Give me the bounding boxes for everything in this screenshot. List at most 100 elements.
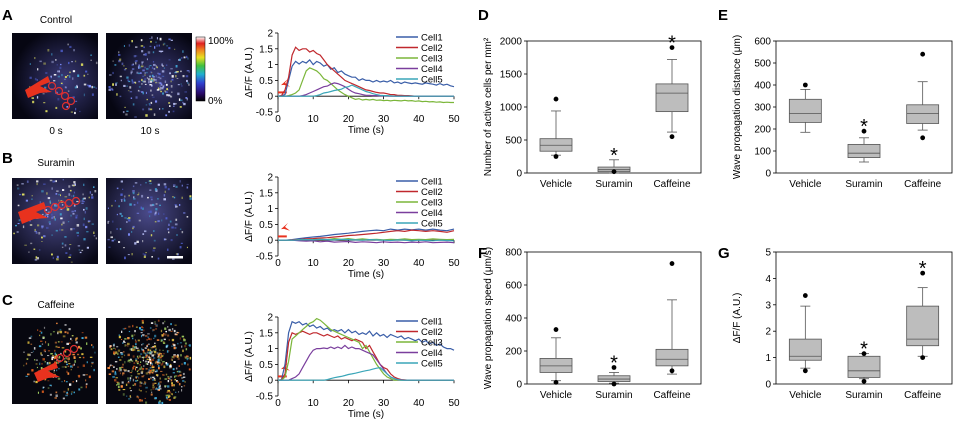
plot-frame	[775, 251, 953, 385]
series-line-cell1	[277, 59, 455, 97]
box-vehicle	[788, 293, 822, 374]
y-tick-label: 4	[765, 274, 771, 285]
box-caffeine: *	[906, 258, 940, 360]
panel-label-d: D	[478, 7, 489, 24]
condition-title-caffeine: Caffeine	[37, 300, 75, 311]
box-suramin: *	[847, 339, 881, 384]
outlier-point	[920, 270, 926, 276]
y-tick-label: 1000	[500, 103, 523, 114]
y-tick-label: 0	[267, 92, 273, 103]
outlier-point	[861, 128, 867, 134]
x-category-label: Vehicle	[540, 179, 573, 190]
chart-wave-speed: 0 200 400 600 800 Wave propagation speed (μm/…	[483, 247, 702, 401]
outlier-point	[611, 381, 617, 387]
legend-label: Cell4	[421, 208, 443, 219]
y-tick-label: 400	[505, 314, 522, 325]
y-tick-label: 1.5	[259, 44, 273, 55]
x-category-label: Suramin	[595, 179, 632, 190]
outlier-point	[669, 368, 675, 374]
stimulus-marker-icon	[281, 78, 290, 87]
y-tick-label: 600	[754, 37, 771, 48]
outlier-point	[920, 135, 926, 141]
colorbar-min-label: 0%	[208, 96, 223, 107]
y-tick-label: 200	[754, 125, 771, 136]
x-tick-label: 20	[343, 258, 355, 269]
outlier-point	[611, 169, 617, 175]
stimulus-pipette-icon	[18, 202, 48, 224]
panel-label-b: B	[2, 150, 13, 167]
box-caffeine: *	[655, 33, 689, 140]
y-tick-label: 1.5	[259, 188, 273, 199]
legend-label: Cell1	[421, 177, 443, 188]
y-tick-label: 0.5	[259, 360, 273, 371]
y-tick-label: 0.5	[259, 76, 273, 87]
x-category-label: Vehicle	[789, 179, 822, 190]
box-caffeine	[906, 51, 940, 141]
series-line-cell2	[278, 229, 455, 241]
legend-label: Cell5	[421, 75, 443, 86]
significance-star: *	[919, 258, 927, 280]
significance-star: *	[860, 116, 868, 138]
y-tick-label: 2	[267, 29, 273, 40]
y-tick-label: 2	[267, 313, 273, 324]
outlier-point	[553, 96, 559, 102]
y-tick-label: 500	[754, 59, 771, 70]
x-category-label: Caffeine	[904, 390, 942, 401]
x-category-label: Caffeine	[904, 179, 942, 190]
y-tick-label: 1	[765, 353, 771, 364]
y-tick-label: 0	[765, 380, 771, 391]
y-axis-label: Wave propagation distance (μm)	[732, 35, 743, 179]
significance-star: *	[668, 33, 676, 55]
box-iqr	[539, 358, 573, 373]
chart-dff-amplitude: 0 1 2 3 4 5 ΔF/F (A.U.) Vehicle * Suramin * Caffein…	[732, 248, 953, 401]
box-iqr	[655, 348, 689, 367]
y-tick-label: 0	[267, 236, 273, 247]
x-axis-label: Time (s)	[348, 409, 384, 420]
y-axis-label: ΔF/F (A.U.)	[732, 293, 743, 344]
box-iqr	[788, 98, 822, 123]
outlier-point	[802, 293, 808, 298]
legend-label: Cell5	[421, 359, 443, 370]
outlier-point	[553, 379, 559, 385]
x-tick-label: 30	[378, 398, 390, 409]
box-iqr	[847, 143, 881, 158]
significance-star: *	[610, 353, 618, 375]
y-tick-label: 2000	[500, 37, 523, 48]
series-line-cell3	[278, 67, 454, 104]
x-tick-label: 50	[448, 114, 460, 125]
x-category-label: Caffeine	[653, 179, 691, 190]
x-category-label: Vehicle	[789, 390, 822, 401]
x-category-label: Suramin	[595, 390, 632, 401]
y-tick-label: 200	[505, 347, 522, 358]
x-tick-label: 20	[343, 398, 355, 409]
scale-bar	[167, 256, 183, 259]
y-tick-label: 500	[505, 136, 522, 147]
series-line-cell5	[278, 84, 454, 97]
chart-active-cells: 0 500 1000 1500 2000 Number of active cells p…	[483, 33, 702, 190]
suramin-image-10s	[106, 178, 192, 264]
legend-label: Cell1	[421, 317, 443, 328]
box-vehicle	[539, 327, 573, 385]
outlier-point	[861, 351, 867, 357]
series-line-cell1	[277, 320, 455, 381]
y-tick-label: 2	[765, 327, 771, 338]
panel-label-c: C	[2, 292, 13, 309]
box-iqr	[906, 305, 940, 347]
y-tick-label: 1.5	[259, 328, 273, 339]
series-line-cell5	[278, 238, 455, 242]
x-tick-label: 40	[413, 114, 425, 125]
caffeine-image-10s	[106, 318, 192, 405]
chart-wave-distance: 0 100 200 300 400 500 600 Wave propagation dist…	[732, 35, 953, 190]
y-tick-label: 0	[516, 169, 522, 180]
series-line-cell1	[278, 228, 455, 241]
y-axis-label: Number of active cells per mm²	[483, 37, 494, 176]
time-label-10s: 10 s	[141, 126, 160, 137]
y-axis-label: Wave propagation speed (μm/s)	[483, 247, 494, 389]
x-tick-label: 50	[448, 258, 460, 269]
box-iqr	[597, 375, 631, 382]
y-tick-label: 0	[516, 380, 522, 391]
